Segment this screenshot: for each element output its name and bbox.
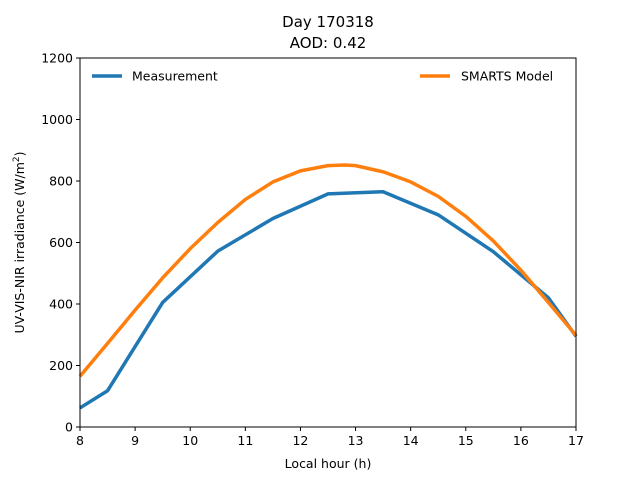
y-axis-label-superscript: 2 xyxy=(12,156,22,162)
x-tick-label: 10 xyxy=(182,433,198,448)
x-tick-label: 16 xyxy=(513,433,529,448)
series-line-measurement xyxy=(79,190,578,410)
x-tick-label: 14 xyxy=(403,433,419,448)
x-tick-label: 11 xyxy=(237,433,253,448)
plot-area-frame xyxy=(79,57,577,428)
x-tick-label: 17 xyxy=(568,433,584,448)
legend-measurement: Measurement xyxy=(92,69,218,84)
legend-smarts-model: SMARTS Model xyxy=(420,69,553,84)
x-tick-label: 13 xyxy=(348,433,364,448)
y-tick-label: 1000 xyxy=(41,112,73,127)
chart-title-line2: AOD: 0.42 xyxy=(290,34,367,52)
y-tick-label: 400 xyxy=(49,297,73,312)
x-tick-label: 15 xyxy=(458,433,474,448)
x-axis-label: Local hour (h) xyxy=(285,456,372,471)
x-tick-label: 8 xyxy=(76,433,84,448)
y-axis-label: UV-VIS-NIR irradiance (W/m2) xyxy=(12,151,27,333)
y-tick-label: 600 xyxy=(49,235,73,250)
axis-ticks: 8 9 10 11 12 13 14 15 16 17 0 200 400 600 800 1000 1200 xyxy=(41,51,584,449)
y-tick-label: 0 xyxy=(65,420,73,435)
legend-smarts-model-label: SMARTS Model xyxy=(461,69,553,84)
x-tick-label: 9 xyxy=(131,433,139,448)
series-line-smarts-model xyxy=(78,163,578,378)
y-axis-label-close: ) xyxy=(12,151,27,156)
x-tick-label: 12 xyxy=(292,433,308,448)
plot-lines xyxy=(78,163,578,410)
y-tick-label: 200 xyxy=(49,358,73,373)
y-axis-label-main: UV-VIS-NIR irradiance (W/m xyxy=(12,162,27,333)
legend-measurement-label: Measurement xyxy=(132,69,218,84)
y-tick-label: 800 xyxy=(49,174,73,189)
chart-title-line1: Day 170318 xyxy=(282,13,374,31)
y-tick-label: 1200 xyxy=(41,51,73,66)
